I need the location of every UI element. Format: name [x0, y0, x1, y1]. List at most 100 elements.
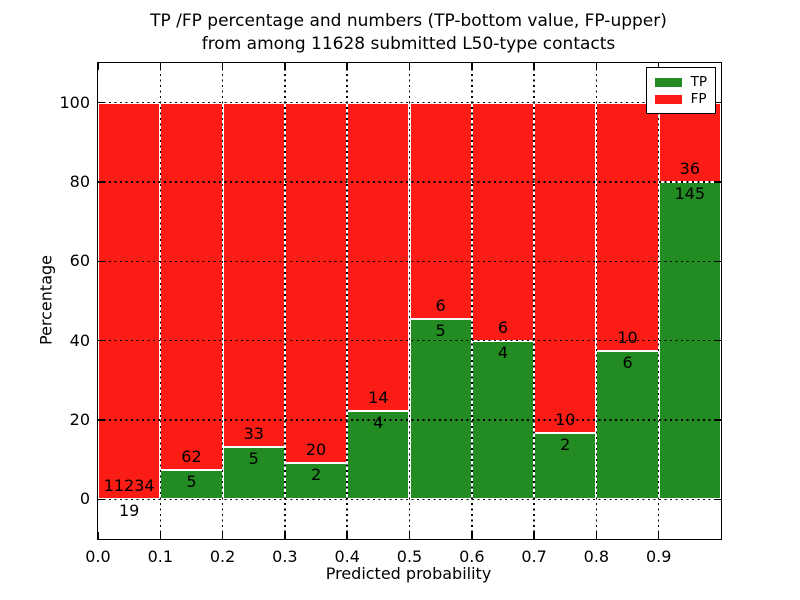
- x-tick-bottom: [657, 532, 660, 539]
- x-tick-top: [97, 63, 99, 70]
- x-tick-bottom: [284, 532, 286, 539]
- legend-swatch-fp: [654, 94, 682, 104]
- bar-fp-segment: [347, 102, 410, 412]
- fp-count-label: 62: [181, 446, 202, 466]
- y-tick-label: 0: [79, 489, 90, 509]
- x-tick-bottom: [221, 532, 224, 539]
- y-tick-label: 100: [59, 92, 90, 112]
- y-tick-left: [98, 419, 105, 421]
- x-tick-label: 0.4: [334, 547, 360, 566]
- x-tick-top: [408, 63, 411, 70]
- y-tick-right: [714, 181, 721, 183]
- x-tick-label: 0.8: [583, 547, 610, 566]
- x-tick-bottom: [408, 532, 411, 539]
- x-gridline: [346, 63, 348, 539]
- bar-fp-segment: [596, 102, 659, 351]
- x-tick-label: 0.0: [85, 547, 111, 566]
- y-gridline: [98, 419, 721, 421]
- legend-label: FP: [690, 91, 707, 107]
- tp-count-label: 5: [186, 471, 197, 491]
- bar-fp-segment: [534, 102, 597, 434]
- y-tick-right: [714, 339, 721, 342]
- x-tick-top: [533, 63, 535, 70]
- fp-count-label: 6: [497, 317, 509, 337]
- y-tick-right: [714, 101, 721, 104]
- y-tick-left: [98, 498, 105, 501]
- x-gridline: [595, 63, 598, 539]
- tp-count-label: 2: [560, 435, 571, 455]
- fp-count-label: 36: [679, 158, 701, 178]
- y-gridline: [98, 101, 721, 104]
- x-tick-top: [657, 63, 660, 70]
- x-gridline: [533, 63, 535, 539]
- fp-count-label: 10: [555, 410, 576, 430]
- x-gridline: [471, 63, 473, 539]
- x-tick-label: 0.5: [396, 547, 423, 566]
- tp-count-label: 5: [435, 321, 446, 341]
- x-tick-top: [221, 63, 224, 70]
- legend-entry: FP: [654, 91, 707, 107]
- x-tick-top: [159, 63, 162, 70]
- x-tick-bottom: [533, 532, 535, 539]
- bar-fp-segment: [658, 102, 721, 182]
- x-tick-top: [284, 63, 286, 70]
- bar-tp-segment: [534, 433, 597, 500]
- tp-count-label: 145: [674, 183, 706, 203]
- bar-tp-segment: [596, 350, 659, 500]
- tp-count-label: 19: [118, 500, 140, 520]
- y-tick-label: 80: [69, 172, 90, 191]
- x-tick-label: 0.2: [209, 547, 236, 566]
- fp-count-label: 11234: [103, 475, 155, 495]
- y-gridline: [98, 498, 721, 501]
- bar-tp-segment: [409, 319, 472, 500]
- bar-fp-segment: [98, 102, 161, 499]
- x-tick-top: [471, 63, 473, 70]
- y-tick-left: [98, 181, 105, 183]
- bar-fp-segment: [284, 102, 348, 464]
- x-tick-top: [346, 63, 348, 70]
- legend-label: TP: [690, 74, 707, 90]
- y-tick-left: [98, 339, 105, 342]
- legend-entry: TP: [654, 74, 707, 90]
- tp-count-label: 4: [373, 413, 384, 433]
- x-tick-bottom: [346, 532, 348, 539]
- fp-count-label: 10: [617, 327, 638, 347]
- x-tick-label: 0.3: [272, 547, 298, 566]
- x-tick-label: 0.7: [521, 547, 547, 566]
- chart-title-line2: from among 11628 submitted L50-type cont…: [201, 34, 616, 54]
- x-gridline: [657, 63, 660, 539]
- x-tick-bottom: [595, 532, 598, 539]
- x-tick-label: 0.9: [645, 547, 672, 566]
- y-tick-right: [714, 498, 721, 501]
- x-tick-bottom: [471, 532, 473, 539]
- x-tick-label: 0.6: [459, 547, 485, 566]
- bar-fp-segment: [471, 102, 535, 341]
- y-tick-left: [98, 260, 105, 263]
- chart-title: TP /FP percentage and numbers (TP-bottom…: [97, 10, 720, 56]
- chart-title-line1: TP /FP percentage and numbers (TP-bottom…: [150, 11, 667, 31]
- x-gridline: [159, 63, 162, 539]
- x-gridline: [284, 63, 286, 539]
- x-tick-bottom: [159, 532, 162, 539]
- legend-swatch-tp: [654, 77, 682, 87]
- x-tick-bottom: [97, 532, 99, 539]
- x-gridline: [408, 63, 411, 539]
- y-gridline: [98, 260, 721, 263]
- tp-count-label: 2: [310, 465, 322, 485]
- x-tick-top: [595, 63, 598, 70]
- legend: TP FP: [645, 67, 716, 114]
- x-axis-label: Predicted probability: [325, 564, 492, 583]
- y-tick-right: [714, 260, 721, 263]
- x-gridline: [221, 63, 224, 539]
- bar-fp-segment: [409, 102, 472, 320]
- tp-count-label: 4: [497, 342, 509, 362]
- y-tick-right: [714, 419, 721, 421]
- y-tick-label: 40: [69, 330, 90, 350]
- y-tick-label: 20: [69, 410, 90, 429]
- fp-count-label: 20: [305, 440, 327, 460]
- bar-fp-segment: [222, 102, 285, 448]
- fp-count-label: 6: [435, 296, 446, 316]
- y-tick-left: [98, 101, 105, 104]
- x-tick-label: 0.1: [147, 547, 174, 566]
